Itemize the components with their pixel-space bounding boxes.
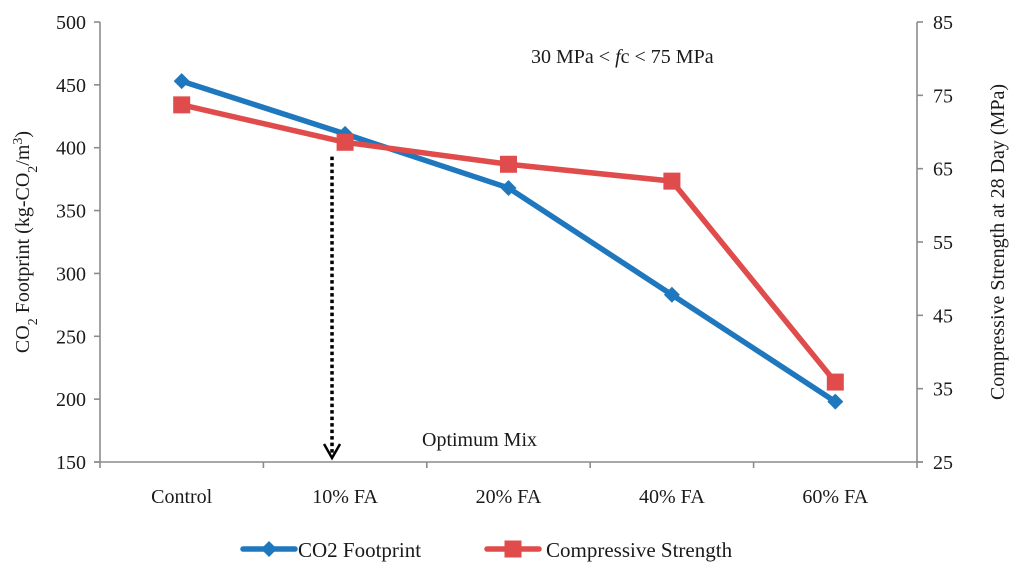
data-point [500, 155, 517, 173]
y-left-tick-label: 250 [56, 326, 86, 348]
optimum-arrow-head-icon [322, 443, 342, 461]
annotations: 30 MPa < fc < 75 MPa Optimum Mix [322, 46, 714, 461]
series-layer [173, 73, 844, 410]
x-tick-label: Control [151, 486, 213, 508]
data-point [663, 172, 681, 190]
x-tick-label: 60% FA [802, 486, 868, 508]
data-point [336, 133, 354, 151]
y-right-tick-label: 85 [933, 12, 953, 34]
range-annotation: 30 MPa < fc < 75 MPa [531, 46, 714, 68]
legend-item: CO2 Footprint [240, 538, 421, 562]
y-right-tick-label: 65 [933, 159, 953, 181]
legend-diamond-icon [261, 541, 277, 557]
y-axis-right-title: Compressive Strength at 28 Day (MPa) [987, 84, 1009, 400]
x-tick-label: 40% FA [639, 486, 705, 508]
data-point [173, 96, 191, 114]
legend-label: CO2 Footprint [298, 538, 421, 562]
data-point [173, 73, 190, 90]
y-right-tick-label: 35 [933, 379, 953, 401]
legend-square-icon [504, 540, 522, 558]
data-point [500, 179, 517, 196]
y-left-tick-label: 150 [56, 452, 86, 474]
y-right-tick-label: 45 [933, 305, 953, 327]
y-right-tick-label: 25 [933, 452, 953, 474]
legend-label: Compressive Strength [546, 538, 733, 562]
y-left-tick-label: 500 [56, 12, 86, 34]
optimum-mix-label: Optimum Mix [422, 429, 537, 451]
y-left-tick-label: 200 [56, 389, 86, 411]
y-left-tick-label: 450 [56, 75, 86, 97]
y-left-tick-label: 350 [56, 201, 86, 223]
y-left-tick-label: 400 [56, 138, 86, 160]
y-right-tick-label: 75 [933, 85, 953, 107]
x-tick-label: 10% FA [312, 486, 378, 508]
series-compressive-strength [173, 96, 844, 391]
y-left-tick-label: 300 [56, 263, 86, 285]
data-point [826, 373, 844, 391]
data-point [663, 286, 680, 303]
x-tick-label: 20% FA [476, 486, 542, 508]
legend: CO2 Footprint Compressive Strength [240, 538, 733, 562]
axes: 150 200 250 300 350 400 450 500 25 35 45 55 65 75 85 Co… [56, 12, 953, 508]
legend-item: Compressive Strength [484, 538, 733, 562]
y-right-tick-label: 55 [933, 232, 953, 254]
data-point [827, 393, 844, 410]
y-axis-left-title: CO2 Footprint (kg-CO2/m3) [11, 131, 41, 353]
